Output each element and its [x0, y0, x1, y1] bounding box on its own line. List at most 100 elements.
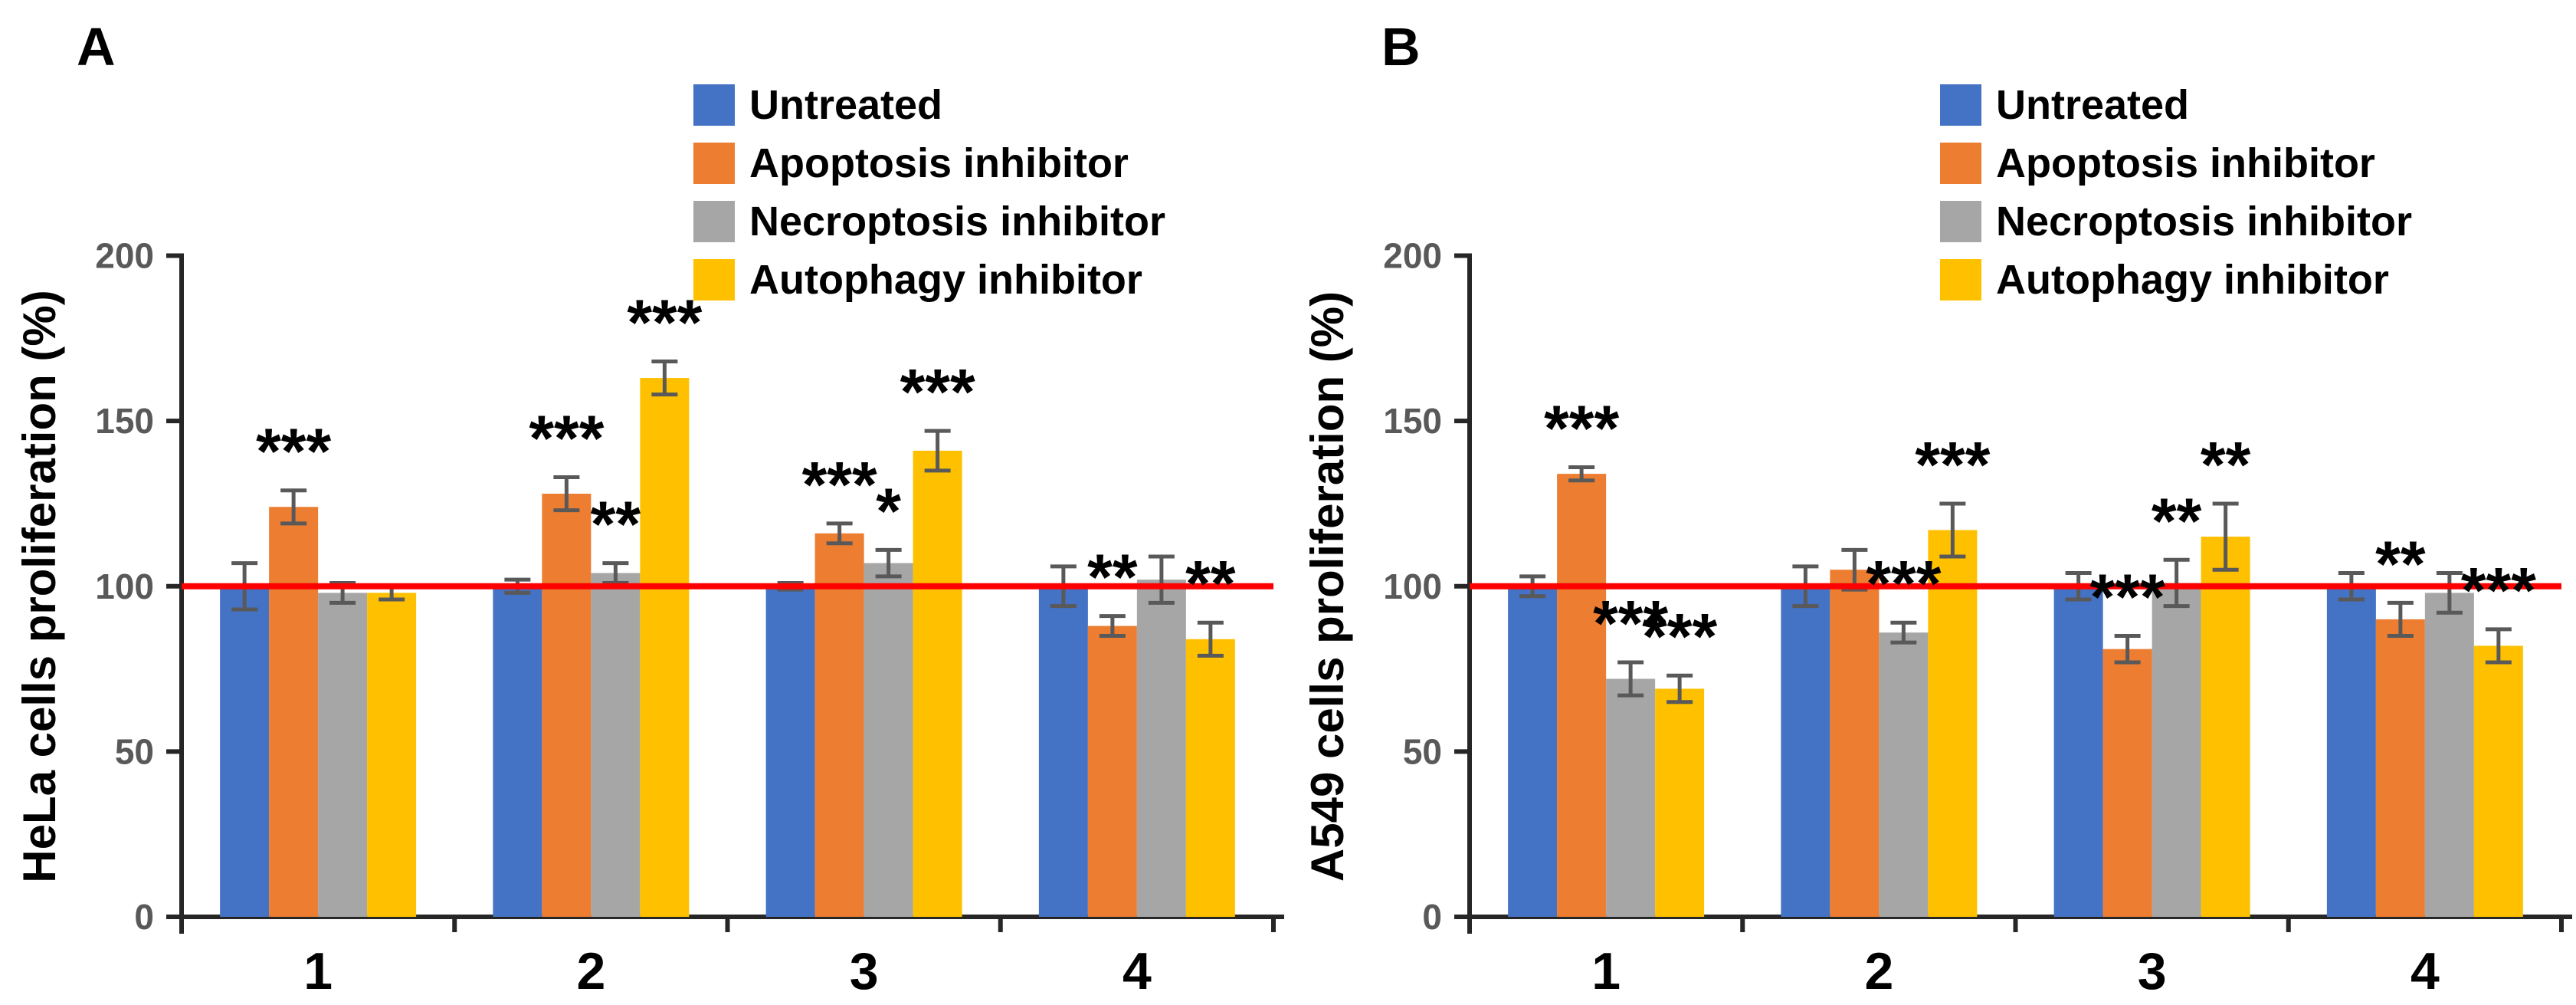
- panel-label: A: [77, 17, 116, 77]
- significance-stars: ***: [1866, 547, 1941, 619]
- autophagy-inhibitor-swatch-icon: [693, 259, 735, 301]
- significance-stars: **: [2201, 429, 2251, 501]
- bar: [220, 586, 270, 917]
- x-tick-label: 3: [2138, 942, 2167, 1000]
- untreated-swatch-icon: [1940, 84, 1981, 126]
- significance-stars: ***: [2090, 560, 2165, 632]
- x-tick-label: 4: [1122, 942, 1152, 1000]
- bar: [269, 507, 319, 917]
- x-tick-label: 1: [1591, 942, 1621, 1000]
- bar: [1879, 632, 1929, 917]
- legend: Untreated Apoptosis inhibitor Necroptosi…: [693, 84, 1165, 301]
- legend-item-untreated: Untreated: [693, 84, 1165, 126]
- reference-line-100pct: [182, 583, 1273, 590]
- bar: [1928, 530, 1978, 917]
- bar: [1136, 580, 1186, 917]
- bar: [2326, 586, 2376, 917]
- legend-item-untreated: Untreated: [1940, 84, 2412, 126]
- bar: [1830, 570, 1880, 917]
- legend-item-necroptosis-inhibitor: Necroptosis inhibitor: [1940, 201, 2412, 242]
- y-tick-label: 0: [134, 897, 154, 937]
- significance-stars: ***: [627, 287, 702, 359]
- legend-label: Autophagy inhibitor: [749, 257, 1142, 303]
- significance-stars: ***: [1544, 392, 1619, 465]
- necroptosis-inhibitor-swatch-icon: [693, 201, 735, 242]
- y-tick-label: 0: [1422, 897, 1442, 937]
- significance-stars: **: [591, 488, 641, 560]
- panel-label: B: [1381, 17, 1421, 77]
- significance-stars: ***: [1642, 600, 1717, 672]
- y-axis-title: A549 cells proliferation (%): [1302, 291, 1353, 882]
- hela-bar-chart: A HeLa cells proliferation (%) 0 50 100 150 20…: [14, 17, 1284, 1000]
- x-tick-label: 4: [2410, 942, 2440, 1000]
- necroptosis-inhibitor-swatch-icon: [1940, 201, 1981, 242]
- significance-stars: ***: [802, 448, 877, 521]
- bar: [1655, 688, 1705, 917]
- bar: [1087, 626, 1137, 917]
- legend-label: Apoptosis inhibitor: [1996, 140, 2375, 186]
- bar: [591, 573, 641, 917]
- x-tick-label: 2: [1864, 942, 1893, 1000]
- legend-item-autophagy-inhibitor: Autophagy inhibitor: [1940, 259, 2412, 301]
- autophagy-inhibitor-swatch-icon: [1940, 259, 1981, 301]
- y-tick-label: 150: [95, 401, 154, 441]
- significance-stars: ***: [2461, 554, 2536, 626]
- legend-item-apoptosis-inhibitor: Apoptosis inhibitor: [1940, 143, 2412, 184]
- bar: [640, 378, 690, 917]
- significance-stars: ***: [1915, 429, 1990, 501]
- significance-stars: *: [876, 475, 901, 547]
- bar: [864, 563, 913, 917]
- x-tick-label: 3: [850, 942, 879, 1000]
- legend-label: Necroptosis inhibitor: [1996, 199, 2413, 245]
- bar: [1185, 639, 1235, 917]
- bar: [2053, 586, 2103, 917]
- y-tick-label: 50: [115, 731, 154, 771]
- untreated-swatch-icon: [693, 84, 735, 126]
- bar: [1781, 586, 1830, 917]
- y-tick-label: 150: [1383, 401, 1442, 441]
- legend-label: Untreated: [749, 82, 943, 128]
- bar: [2375, 619, 2425, 917]
- legend-item-necroptosis-inhibitor: Necroptosis inhibitor: [693, 201, 1165, 242]
- bar: [2473, 645, 2523, 917]
- significance-stars: **: [2152, 484, 2202, 557]
- bar: [1508, 586, 1558, 917]
- reference-line-100pct: [1470, 583, 2561, 590]
- bar: [318, 593, 368, 917]
- significance-stars: **: [1185, 547, 1236, 619]
- y-tick-label: 200: [1383, 236, 1442, 276]
- bar: [814, 533, 864, 917]
- panel-hela: A HeLa cells proliferation (%) 0 50 100 150 20…: [14, 17, 1284, 1000]
- apoptosis-inhibitor-swatch-icon: [1940, 143, 1981, 184]
- legend-label: Apoptosis inhibitor: [749, 140, 1129, 186]
- legend: Untreated Apoptosis inhibitor Necroptosi…: [1940, 84, 2412, 301]
- x-tick-label: 1: [303, 942, 333, 1000]
- bar: [1557, 474, 1607, 917]
- y-tick-label: 100: [1383, 567, 1442, 606]
- legend-item-apoptosis-inhibitor: Apoptosis inhibitor: [693, 143, 1165, 184]
- legend-label: Untreated: [1996, 82, 2190, 128]
- significance-stars: **: [1087, 541, 1138, 613]
- panel-a549: B A549 cells proliferation (%) 0 50 100 150 20…: [1288, 0, 2576, 1005]
- bar: [493, 586, 542, 917]
- y-tick-label: 50: [1403, 731, 1442, 771]
- bar: [765, 586, 815, 917]
- y-tick-label: 100: [95, 567, 154, 606]
- legend-label: Necroptosis inhibitor: [749, 199, 1166, 245]
- significance-stars: ***: [529, 402, 604, 474]
- bar: [367, 593, 417, 917]
- significance-stars: ***: [900, 356, 975, 428]
- bar: [2102, 649, 2152, 917]
- bar: [1606, 678, 1656, 917]
- bar: [542, 494, 592, 917]
- y-axis-title: HeLa cells proliferation (%): [14, 290, 65, 883]
- bar: [913, 450, 962, 917]
- a549-bar-chart: B A549 cells proliferation (%) 0 50 100 150 20…: [1302, 17, 2572, 1000]
- bar: [2152, 583, 2201, 917]
- x-tick-label: 2: [576, 942, 605, 1000]
- significance-stars: ***: [256, 415, 331, 488]
- apoptosis-inhibitor-swatch-icon: [693, 143, 735, 184]
- legend-item-autophagy-inhibitor: Autophagy inhibitor: [693, 259, 1165, 301]
- bar: [2201, 537, 2250, 917]
